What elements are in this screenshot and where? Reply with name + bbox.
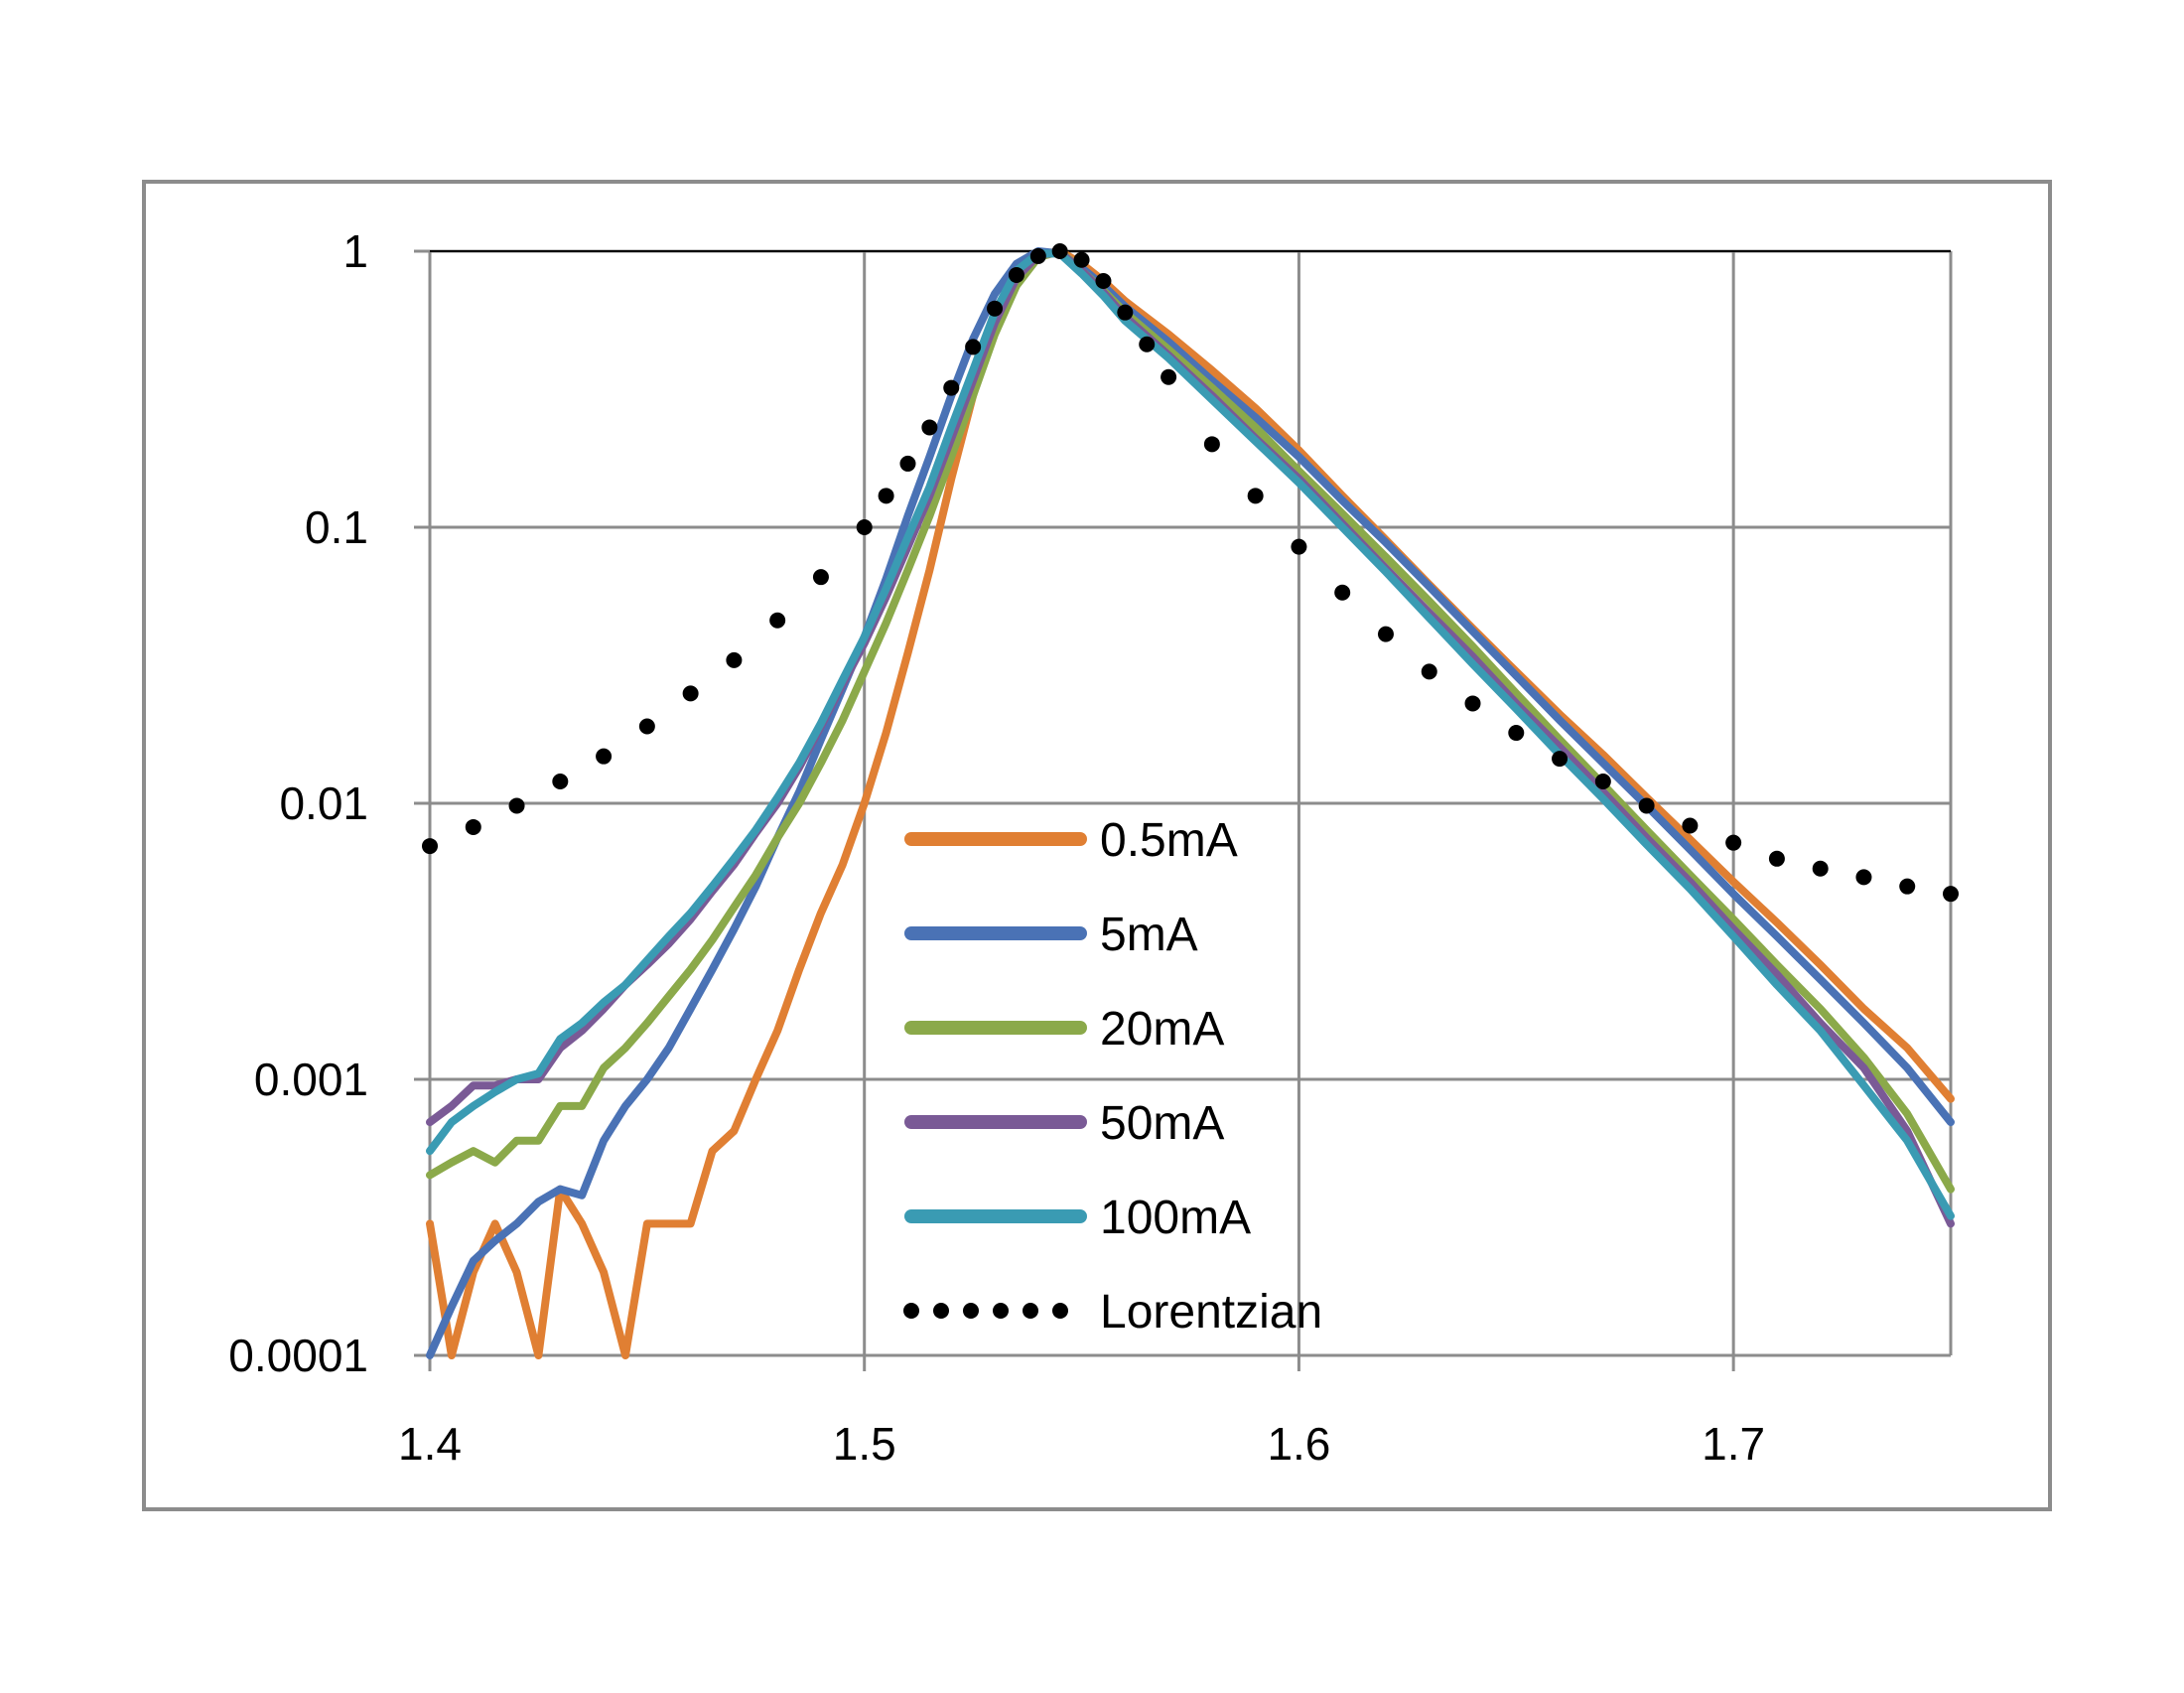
series-point-lorentzian xyxy=(987,300,1004,317)
y-tick-label: 0.1 xyxy=(305,501,368,553)
series-line-100ma xyxy=(426,249,1955,1220)
series-point-lorentzian xyxy=(1029,247,1046,264)
series-point-lorentzian xyxy=(1725,834,1742,851)
series-point-lorentzian xyxy=(1334,584,1351,601)
series-point-lorentzian xyxy=(1139,336,1156,353)
legend-swatch-lorentzian xyxy=(933,1303,949,1319)
series-point-lorentzian xyxy=(812,569,829,586)
series-point-lorentzian xyxy=(899,455,916,472)
series-point-lorentzian xyxy=(1117,304,1134,321)
legend-label-100ma: 100mA xyxy=(1100,1192,1251,1244)
series-point-lorentzian xyxy=(422,838,438,855)
y-tick-label: 0.01 xyxy=(279,777,368,829)
legend-swatch-lorentzian xyxy=(1023,1303,1038,1319)
series-point-lorentzian xyxy=(1464,695,1481,712)
series-point-lorentzian xyxy=(1421,663,1437,680)
series-point-lorentzian xyxy=(921,419,938,436)
series-point-lorentzian xyxy=(1073,251,1090,268)
series-point-lorentzian xyxy=(1160,368,1177,385)
legend: 0.5mA 5mA 20mA 50mA 100mA Lorentzian xyxy=(903,814,1322,1339)
series-point-lorentzian xyxy=(1247,488,1264,504)
series-point-lorentzian xyxy=(856,519,873,535)
series-point-lorentzian xyxy=(1508,725,1525,742)
series-line-20ma xyxy=(426,247,1955,1194)
legend-swatch-lorentzian xyxy=(1052,1303,1068,1319)
series-point-lorentzian xyxy=(1095,272,1112,289)
legend-label-20ma: 20mA xyxy=(1100,1003,1224,1056)
legend-swatch-lorentzian xyxy=(903,1303,919,1319)
legend-swatch-lorentzian xyxy=(993,1303,1009,1319)
series-point-lorentzian xyxy=(943,379,960,396)
series-point-lorentzian xyxy=(638,718,655,735)
x-tick-label: 1.4 xyxy=(398,1418,462,1470)
y-tick-label: 0.001 xyxy=(254,1054,368,1105)
series-point-lorentzian xyxy=(1594,773,1611,789)
series-point-lorentzian xyxy=(1943,886,1959,903)
series-line-5ma xyxy=(426,247,1955,1359)
legend-label-0-5ma: 0.5mA xyxy=(1100,814,1238,867)
series-point-lorentzian xyxy=(1812,860,1829,877)
series-point-lorentzian xyxy=(1291,538,1307,555)
series-point-lorentzian xyxy=(1682,817,1699,834)
series-point-lorentzian xyxy=(965,339,982,355)
series-lines xyxy=(422,243,1959,1359)
series-point-lorentzian xyxy=(508,797,525,814)
series-point-lorentzian xyxy=(1768,850,1785,867)
x-tick-label: 1.7 xyxy=(1702,1418,1765,1470)
series-point-lorentzian xyxy=(1899,878,1916,895)
series-point-lorentzian xyxy=(1552,751,1569,768)
y-tick-label: 1 xyxy=(342,225,368,277)
x-tick-label: 1.6 xyxy=(1267,1418,1330,1470)
y-tick-labels: 1 0.1 0.01 0.001 0.0001 xyxy=(228,225,368,1381)
legend-label-lorentzian: Lorentzian xyxy=(1100,1286,1322,1339)
series-point-lorentzian xyxy=(1051,243,1068,259)
x-tick-labels: 1.4 1.5 1.6 1.7 xyxy=(398,1418,1765,1470)
series-point-lorentzian xyxy=(1855,869,1872,886)
series-point-lorentzian xyxy=(552,773,569,789)
series-point-lorentzian xyxy=(465,818,481,835)
axes xyxy=(414,249,1951,1371)
series-point-lorentzian xyxy=(682,685,699,702)
series-point-lorentzian xyxy=(878,488,894,504)
series-point-lorentzian xyxy=(1008,266,1024,283)
series-point-lorentzian xyxy=(726,651,743,668)
legend-swatch-lorentzian xyxy=(963,1303,979,1319)
legend-label-5ma: 5mA xyxy=(1100,909,1198,961)
legend-label-50ma: 50mA xyxy=(1100,1097,1224,1150)
series-point-lorentzian xyxy=(1203,436,1220,453)
y-tick-label: 0.0001 xyxy=(228,1330,368,1381)
series-point-lorentzian xyxy=(1377,626,1394,642)
series-point-lorentzian xyxy=(596,748,613,765)
series-point-lorentzian xyxy=(769,612,786,629)
series-point-lorentzian xyxy=(1638,797,1655,814)
x-tick-label: 1.5 xyxy=(833,1418,896,1470)
